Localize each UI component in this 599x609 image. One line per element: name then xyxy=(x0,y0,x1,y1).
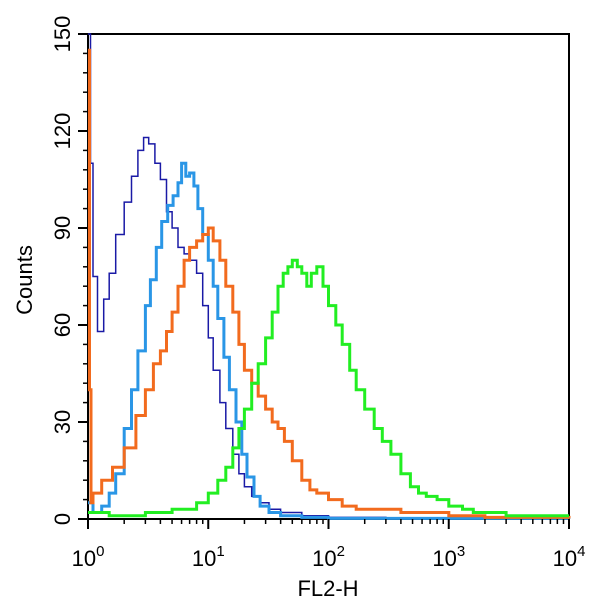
y-tick-label: 30 xyxy=(50,410,75,434)
x-tick-label-exponent: 4 xyxy=(577,543,585,560)
x-tick-label: 100 xyxy=(72,543,105,571)
y-tick-label: 0 xyxy=(50,513,75,525)
plot-frame xyxy=(87,33,570,520)
series-line-4 xyxy=(88,258,569,518)
x-axis-title: FL2-H xyxy=(297,576,358,601)
x-tick-label: 104 xyxy=(553,543,586,571)
series-line-3 xyxy=(88,48,571,519)
x-tick-label: 101 xyxy=(192,543,225,571)
series-line-1 xyxy=(88,33,570,520)
series-line-2 xyxy=(88,161,571,520)
x-tick-label-base: 10 xyxy=(72,546,96,571)
x-tick-label-exponent: 0 xyxy=(96,543,104,560)
x-tick-label: 102 xyxy=(312,543,345,571)
y-tick-label: 90 xyxy=(50,216,75,240)
y-tick-label: 150 xyxy=(50,16,75,53)
x-tick-label-base: 10 xyxy=(192,546,216,571)
series-layer xyxy=(88,33,571,520)
x-tick-label-exponent: 1 xyxy=(216,543,224,560)
y-axis-ticks: 0 30 60 90 120 150 xyxy=(50,16,88,525)
x-axis-ticks: 100 101 102 103 104 xyxy=(72,519,586,571)
x-tick-label-exponent: 2 xyxy=(337,543,345,560)
x-tick-label-base: 10 xyxy=(312,546,336,571)
x-tick-label-exponent: 3 xyxy=(457,543,465,560)
x-tick-label-base: 10 xyxy=(553,546,577,571)
y-axis-title: Counts xyxy=(12,245,37,315)
y-tick-label: 60 xyxy=(50,313,75,337)
y-tick-label: 120 xyxy=(50,113,75,150)
x-tick-label-base: 10 xyxy=(432,546,456,571)
x-tick-label: 103 xyxy=(432,543,465,571)
